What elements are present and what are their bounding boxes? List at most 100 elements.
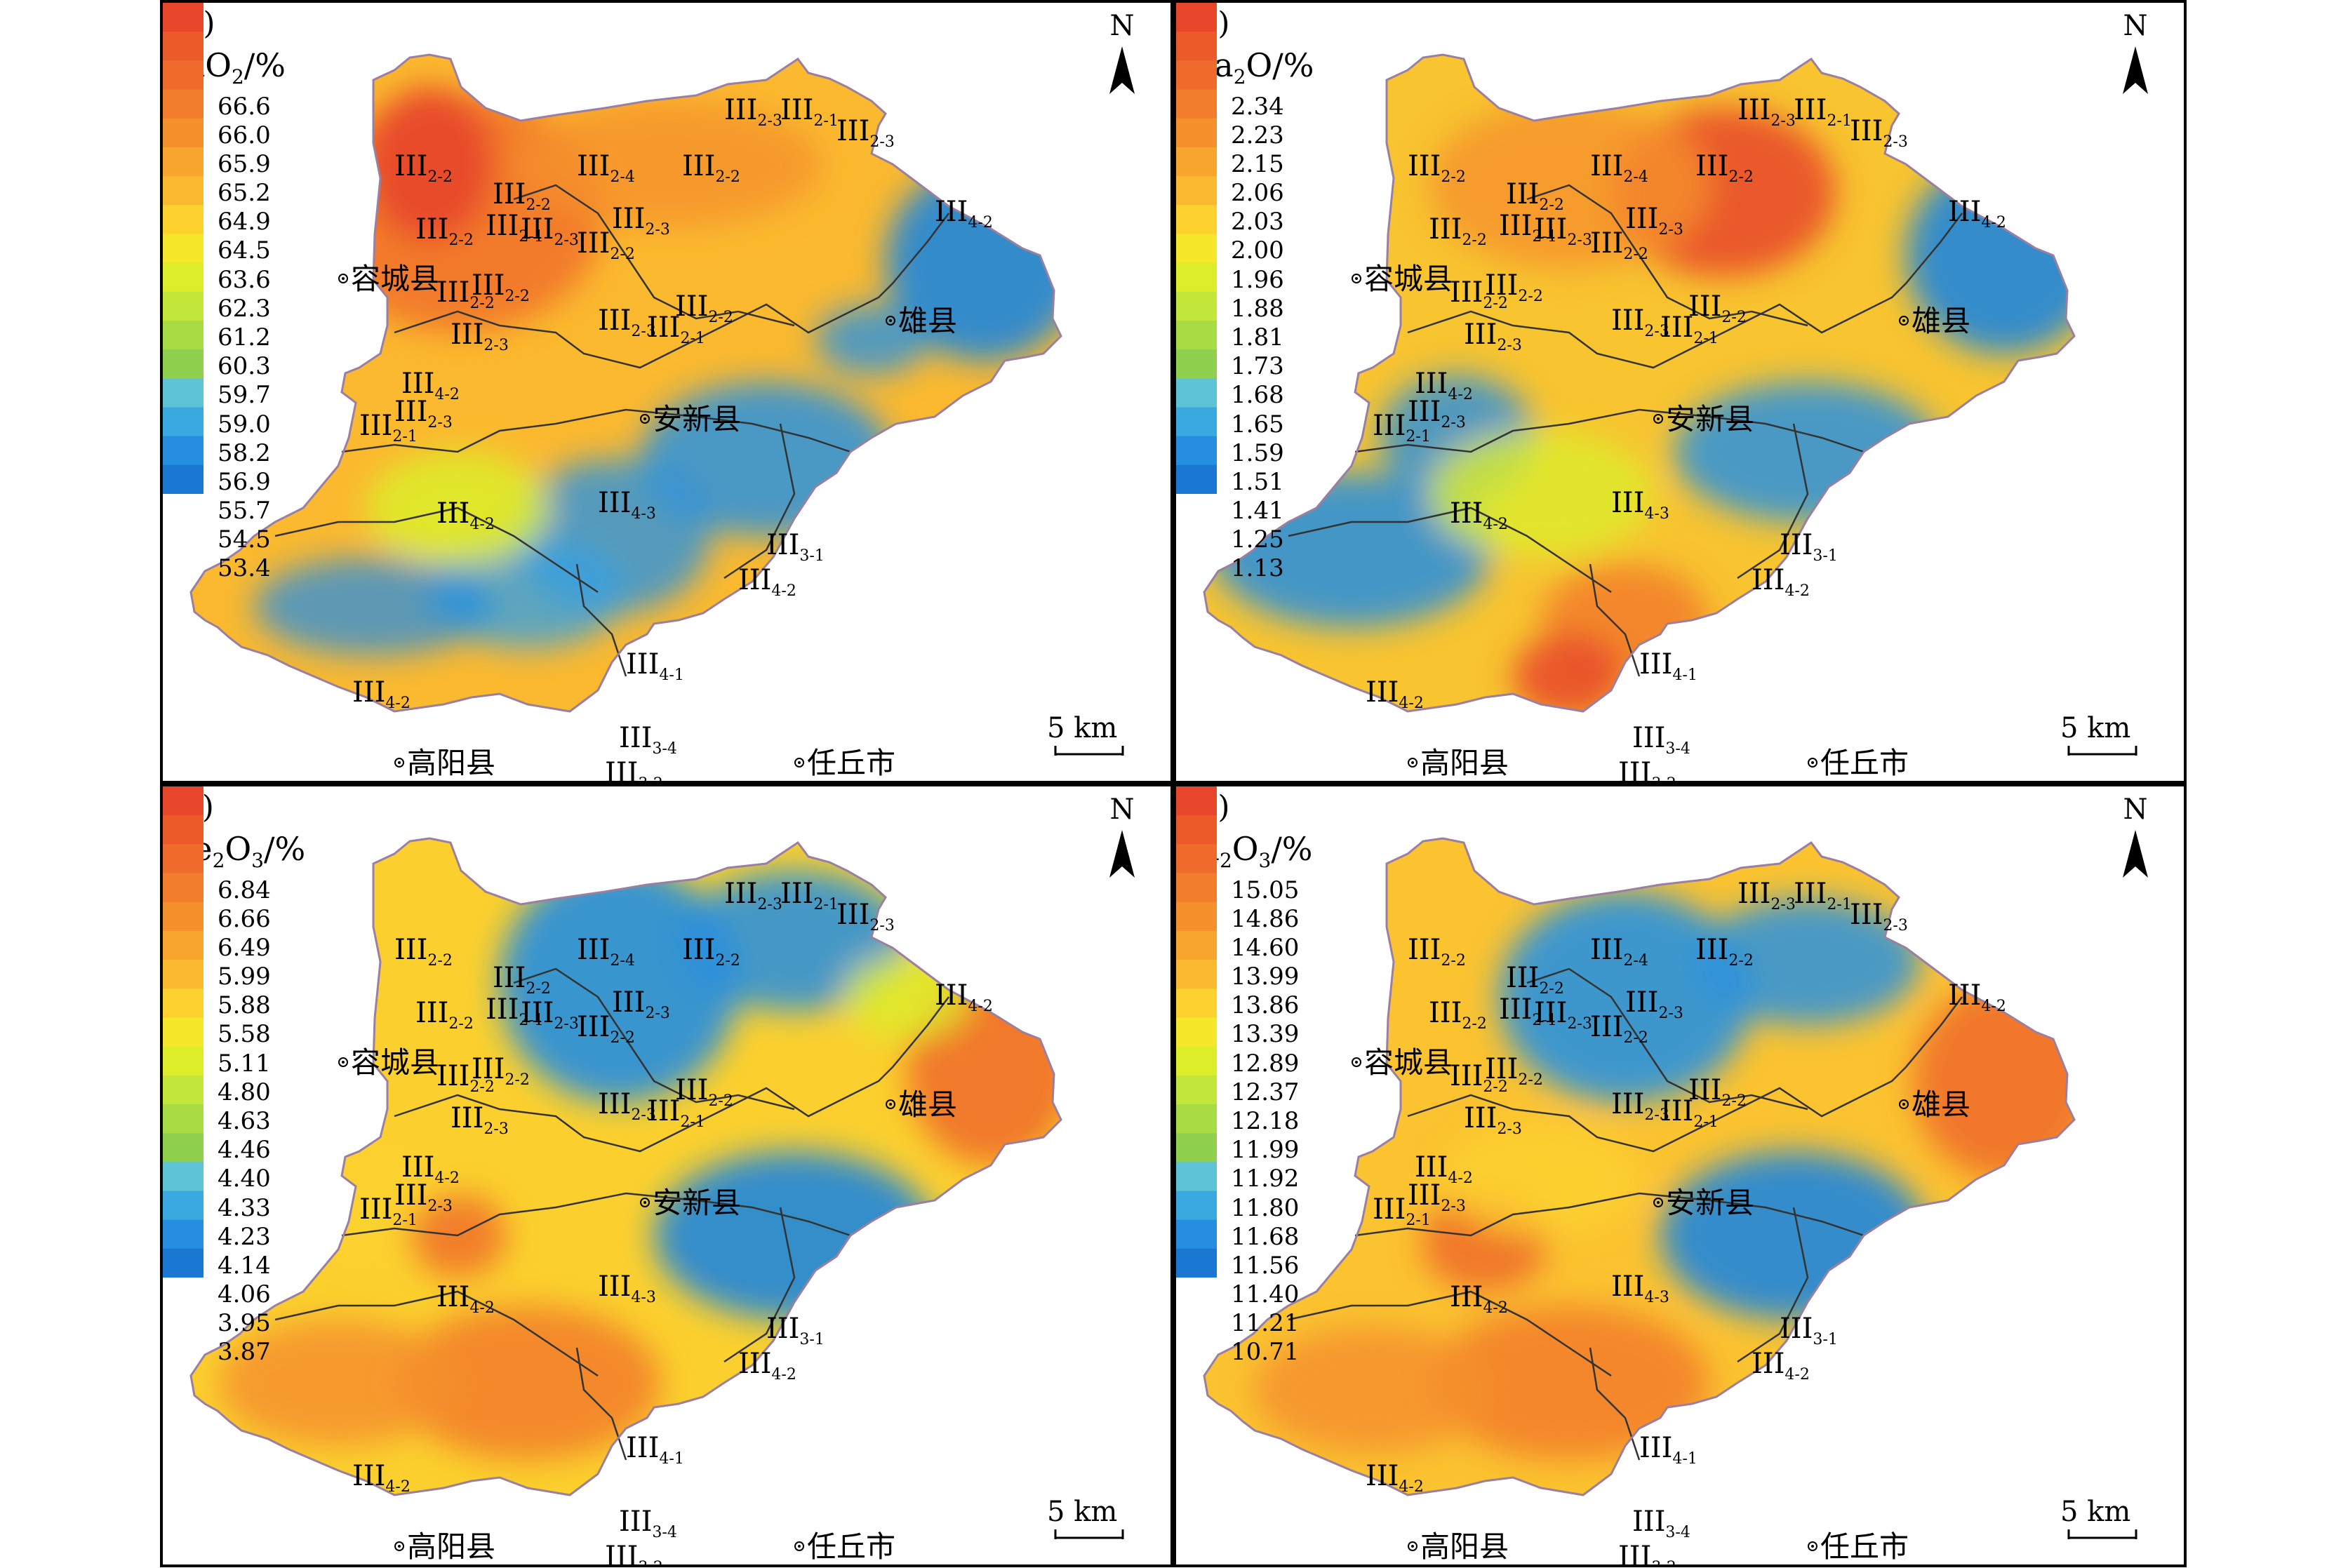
legend-tick: 4.46: [218, 1136, 271, 1165]
zone-label: III4-2: [1752, 1348, 1810, 1383]
map-panel-c: (c) Fe2O3/% 6.846.666.495.995.885.585.11…: [160, 784, 1173, 1567]
zone-label: III2-3: [451, 1102, 509, 1138]
legend-tick-labels: 15.05 14.86 14.60 13.99 13.86 13.39 12.89 12.37…: [1231, 875, 1343, 1366]
zone-label: III4-2: [1752, 564, 1810, 600]
concentration-patch: [1443, 1123, 1639, 1235]
county-label: 安新县: [1653, 396, 1754, 438]
zone-label: III4-3: [598, 487, 656, 523]
legend-swatch: [1176, 1162, 1217, 1191]
zone-label: III2-2: [1485, 1053, 1543, 1089]
legend-swatch: [1176, 873, 1217, 903]
zone-label: III2-3: [598, 1088, 656, 1124]
zone-label: III2-2: [415, 213, 474, 249]
legend-tick: 5.99: [218, 963, 271, 991]
zone-label: III4-1: [1639, 1432, 1697, 1468]
legend-tick: 4.40: [218, 1165, 271, 1193]
legend-tick: 13.99: [1231, 963, 1300, 991]
legend-swatch: [1176, 1248, 1217, 1278]
legend-tick: 15.05: [1231, 876, 1300, 904]
legend-swatch: [163, 902, 204, 932]
legend-swatch: [163, 989, 204, 1018]
zone-boundary: [1354, 1192, 1865, 1237]
zone-label: III3-2: [1618, 757, 1676, 784]
county-seat-icon: [1808, 757, 1817, 768]
zone-label: III4-2: [935, 196, 993, 232]
scale-bar: 5 km: [1047, 712, 1124, 761]
zone-label: III2-1: [1373, 1193, 1431, 1229]
zone-label: III2-2: [472, 1053, 530, 1089]
concentration-patch: [1429, 1306, 1709, 1460]
concentration-surface: [1204, 55, 2074, 711]
county-label: 雄县: [886, 297, 957, 340]
zone-label: III4-2: [401, 1151, 460, 1187]
legend-swatch: [163, 436, 204, 466]
zone-label: III3-2: [605, 757, 663, 784]
legend-swatch: [1176, 205, 1217, 234]
legend-colorbar: [1176, 3, 1217, 494]
county-label: 安新县: [1653, 1179, 1754, 1222]
county-label: 容城县: [1352, 255, 1453, 298]
county-seat-icon: [794, 757, 804, 768]
legend-tick: 4.80: [218, 1078, 271, 1106]
county-seat-icon: [640, 413, 650, 424]
zone-label: III2-3: [1408, 1179, 1466, 1215]
scale-bar: 5 km: [2060, 712, 2137, 761]
legend-tick: 1.81: [1231, 323, 1284, 351]
legend-tick: 56.9: [218, 467, 271, 496]
map-canvas: [1203, 53, 2076, 713]
zone-label: III2-3: [724, 94, 782, 130]
county-label: 容城县: [338, 1039, 439, 1082]
legend-tick: 1.96: [1231, 265, 1284, 294]
legend-swatch: [1176, 1017, 1217, 1047]
zone-label: III3-4: [1632, 1506, 1690, 1541]
legend-tick: 59.7: [218, 381, 271, 410]
zone-label: III4-3: [1611, 1271, 1669, 1306]
zone-label: III4-2: [1948, 979, 2006, 1015]
legend-swatch: [1176, 378, 1217, 408]
legend-tick: 1.59: [1231, 438, 1284, 467]
zone-label: III2-4: [577, 934, 635, 970]
legend-swatch: [1176, 844, 1217, 874]
map-panel-d: (d) Al2O3/% 15.0514.8614.6013.9913.8613.…: [1173, 784, 2187, 1567]
zone-boundary: [1407, 996, 1963, 1153]
zone-label: III2-3: [1737, 878, 1796, 913]
legend-tick: 2.06: [1231, 179, 1284, 208]
county-label: 安新县: [640, 1179, 741, 1222]
concentration-surface: [191, 55, 1061, 711]
zone-label: III2-1: [359, 1193, 418, 1229]
zone-label: III2-2: [1506, 962, 1564, 998]
legend-swatch: [163, 960, 204, 989]
zone-label: III2-1: [486, 993, 544, 1029]
figure-grid: (a) SiO2/% 66.666.065.965.264.964.563.66…: [160, 0, 2187, 1568]
legend-swatch: [1176, 1075, 1217, 1105]
legend-tick: 11.99: [1231, 1136, 1300, 1165]
legend-swatch: [163, 873, 204, 903]
zone-label: III2-1: [359, 410, 418, 445]
legend-swatch: [1176, 320, 1217, 350]
zone-label: III4-1: [626, 1432, 684, 1468]
zone-label: III4-2: [436, 1281, 495, 1317]
zone-label: III2-3: [394, 396, 453, 431]
legend-tick: 53.4: [218, 554, 271, 583]
legend-tick: 1.25: [1231, 525, 1284, 554]
zone-label: III4-2: [1415, 1151, 1473, 1187]
concentration-patch: [366, 87, 493, 241]
zone-label: III2-2: [1506, 178, 1564, 214]
zone-label: III2-1: [486, 210, 544, 246]
legend-tick: 2.34: [1231, 92, 1284, 121]
legend-tick: 66.0: [218, 121, 271, 149]
concentration-patch: [815, 304, 928, 375]
zone-label: III2-1: [1660, 1095, 1719, 1131]
county-seat-icon: [394, 1541, 404, 1551]
county-seat-icon: [640, 1197, 650, 1207]
legend-tick: 64.5: [218, 236, 271, 265]
zone-label: III2-2: [1408, 150, 1466, 186]
legend-swatch: [163, 32, 204, 61]
legend-swatch: [163, 1133, 204, 1162]
legend-swatch: [163, 464, 204, 494]
legend-tick: 10.71: [1231, 1338, 1300, 1367]
legend-swatch: [163, 1162, 204, 1191]
legend-swatch: [1176, 60, 1217, 91]
county-label: 雄县: [1899, 1081, 1970, 1124]
legend-swatch: [163, 60, 204, 91]
